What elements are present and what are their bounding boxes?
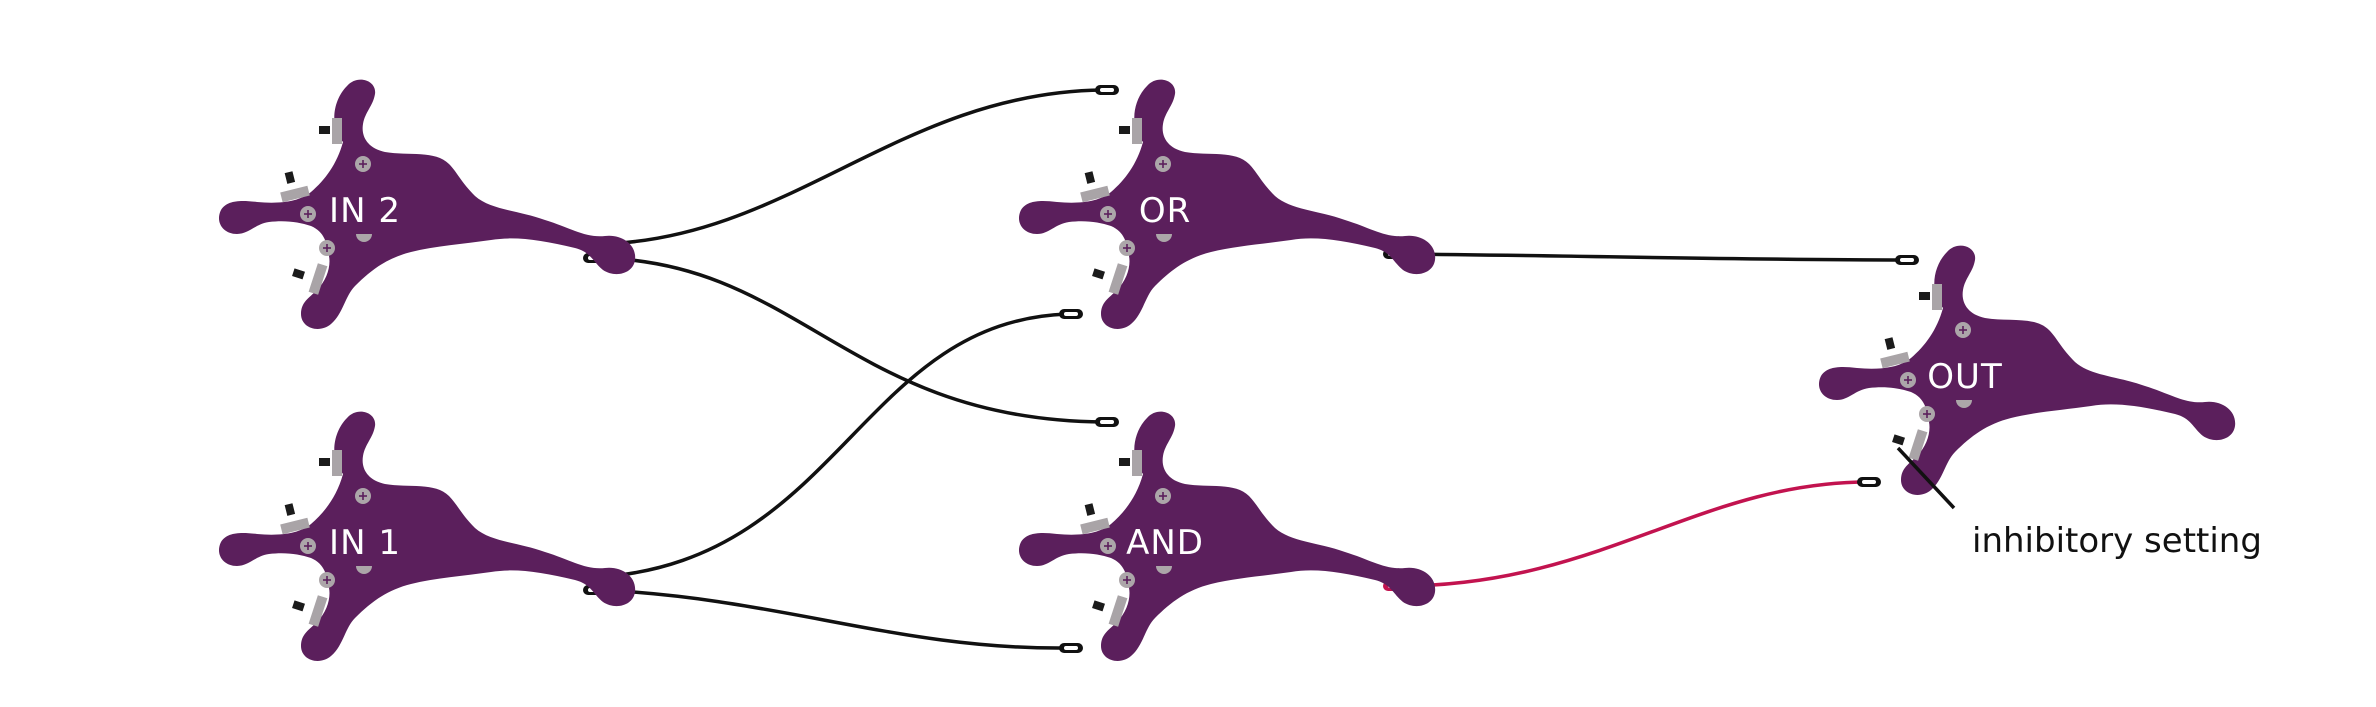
wire-in2-to-and: [583, 253, 1119, 427]
wire-or-to-out: [1383, 249, 1919, 265]
inhibitory-setting-callout: inhibitory setting: [1896, 446, 2262, 561]
inhibitory-setting-label: inhibitory setting: [1972, 521, 2262, 561]
neuron-in2: IN 2: [218, 78, 636, 330]
neuron-out: OUT: [1818, 244, 2236, 496]
neuron-or: OR: [1018, 78, 1436, 330]
neuron-in1: IN 1: [218, 410, 636, 662]
neuron-in1-label: IN 1: [329, 523, 401, 563]
wire-and-to-out-inhibitory: [1383, 477, 1881, 591]
neuron-or-label: OR: [1139, 191, 1191, 231]
neuron-out-label: OUT: [1927, 357, 2002, 397]
neuron-in2-label: IN 2: [329, 191, 401, 231]
neuron-and-label: AND: [1126, 523, 1204, 563]
wire-in1-to-or: [583, 309, 1083, 582]
neuron-and: AND: [1018, 410, 1436, 662]
wire-in1-to-and: [583, 585, 1083, 653]
